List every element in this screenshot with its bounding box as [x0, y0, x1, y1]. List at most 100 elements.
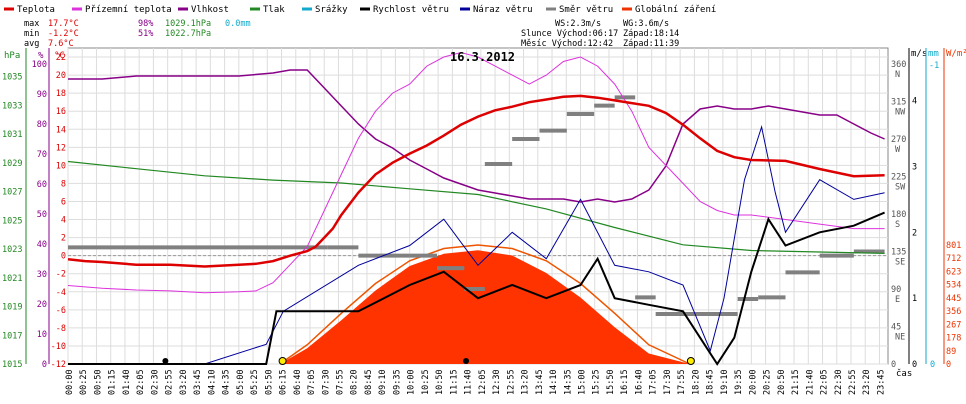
- time-tick-label: 00:25: [79, 369, 89, 395]
- time-tick-label: 08:45: [364, 369, 374, 395]
- humidity-tick-label: 60: [37, 180, 47, 190]
- sun-event-marker: [278, 357, 287, 365]
- wind-speed-unit-label: m/s: [911, 49, 927, 59]
- time-tick-label: 21:15: [791, 369, 801, 395]
- time-tick-label: 10:00: [407, 369, 417, 395]
- pressure-line: [67, 160, 885, 254]
- legend-label: Rychlost větru: [373, 5, 449, 15]
- wind-direction-compass-label: SE: [895, 258, 905, 268]
- time-tick-label: 22:55: [848, 369, 858, 395]
- moon-event-marker: [162, 358, 169, 364]
- temperature-tick-label: 10: [56, 161, 66, 171]
- legend-label: Tlak: [263, 5, 285, 15]
- time-tick-label: 11:40: [464, 369, 474, 395]
- wind-speed-tick-label: 4: [912, 97, 917, 107]
- global-radiation-area: [279, 250, 690, 364]
- time-tick-label: 15:50: [606, 369, 616, 395]
- temperature-tick-label: 2: [61, 234, 66, 244]
- time-tick-label: 23:45: [876, 369, 886, 395]
- time-tick-label: 12:55: [506, 369, 516, 395]
- moon-event-marker: [463, 358, 470, 364]
- info-ws: WS:2.3m/s: [555, 19, 601, 29]
- temperature-unit-label: °C: [54, 51, 65, 61]
- legend-label: Teplota: [17, 5, 55, 15]
- info-wg: WG:3.6m/s: [623, 19, 669, 29]
- stats-row-label: max: [24, 19, 39, 29]
- time-tick-label: 10:25: [421, 369, 431, 395]
- temperature-tick-label: -2: [56, 270, 66, 280]
- wind-speed-tick-label: 2: [912, 228, 917, 238]
- pressure-tick-label: 1027: [2, 188, 22, 198]
- time-tick-label: 16:40: [634, 369, 644, 395]
- pressure-tick-label: 1023: [2, 245, 22, 255]
- stats-row-label: min: [24, 29, 39, 39]
- rain-unit-label: mm: [928, 49, 939, 59]
- time-tick-label: 21:40: [805, 369, 815, 395]
- wind-direction-tick-label: 315: [891, 98, 906, 108]
- time-tick-label: 04:35: [222, 369, 232, 395]
- wind-direction-tick-label: 180: [891, 210, 906, 220]
- time-tick-label: 15:25: [592, 369, 602, 395]
- wind-direction-compass-label: W: [895, 145, 901, 155]
- pressure-tick-label: 1017: [2, 331, 22, 341]
- legend-label: Globální záření: [635, 5, 716, 15]
- time-tick-label: 01:40: [122, 369, 132, 395]
- temperature-tick-label: 12: [56, 143, 66, 153]
- pressure-unit-label: hPa: [4, 51, 20, 61]
- humidity-tick-label: 0: [42, 360, 47, 370]
- radiation-tick-label: 178: [946, 334, 961, 344]
- temperature-tick-label: -8: [56, 324, 66, 334]
- wind-speed-tick-label: 0: [912, 360, 917, 370]
- ground-temperature-line: [67, 51, 885, 294]
- time-tick-label: 07:30: [321, 369, 331, 395]
- humidity-line: [68, 69, 885, 203]
- temperature-tick-label: -6: [56, 306, 66, 316]
- temperature-tick-label: 8: [61, 179, 66, 189]
- radiation-tick-label: 0: [946, 360, 951, 370]
- humidity-tick-label: 20: [37, 300, 47, 310]
- wind-direction-tick-label: 135: [891, 248, 906, 258]
- time-tick-label: 19:10: [720, 369, 730, 395]
- legend-label: Přízemní teplota: [85, 5, 172, 15]
- time-tick-label: 13:20: [521, 369, 531, 395]
- wind-speed-tick-label: 1: [912, 294, 917, 304]
- sun-event-marker: [686, 357, 695, 365]
- stats-temperature: 7.6°C: [48, 39, 74, 49]
- info-moon: Měsíc Východ:12:42: [521, 39, 613, 49]
- radiation-tick-label: 712: [946, 254, 961, 264]
- time-tick-label: 02:05: [136, 369, 146, 395]
- pressure-tick-label: 1019: [2, 303, 22, 313]
- time-tick-label: 07:55: [335, 369, 345, 395]
- x-axis-label: čas: [896, 368, 912, 379]
- time-tick-label: 03:45: [193, 369, 203, 395]
- pressure-tick-label: 1029: [2, 159, 22, 169]
- radiation-tick-label: 89: [946, 347, 956, 357]
- wind-gust-line: [68, 125, 885, 365]
- time-tick-label: 19:35: [734, 369, 744, 395]
- humidity-tick-label: 40: [37, 240, 47, 250]
- time-tick-label: 15:00: [578, 369, 588, 395]
- wind-direction-tick-label: 45: [891, 323, 901, 333]
- radiation-tick-label: 356: [946, 307, 961, 317]
- time-tick-label: 17:05: [649, 369, 659, 395]
- temperature-tick-label: 14: [56, 125, 66, 135]
- time-tick-label: 02:55: [165, 369, 175, 395]
- time-tick-label: 14:10: [549, 369, 559, 395]
- pressure-tick-label: 1021: [2, 274, 22, 284]
- temperature-tick-label: 20: [56, 71, 66, 81]
- time-tick-label: 13:45: [535, 369, 545, 395]
- humidity-unit-label: %: [38, 51, 44, 61]
- time-tick-label: 09:35: [392, 369, 402, 395]
- temperature-tick-label: -4: [56, 288, 66, 298]
- temperature-tick-label: 18: [56, 89, 66, 99]
- time-tick-label: 11:15: [449, 369, 459, 395]
- time-tick-label: 10:50: [435, 369, 445, 395]
- rain-tick-label: -1: [929, 61, 939, 71]
- stats-temperature: -1.2°C: [48, 29, 79, 39]
- wind-speed-line: [68, 211, 885, 366]
- time-tick-label: 05:25: [250, 369, 260, 395]
- radiation-tick-label: 801: [946, 241, 961, 251]
- time-tick-label: 18:45: [706, 369, 716, 395]
